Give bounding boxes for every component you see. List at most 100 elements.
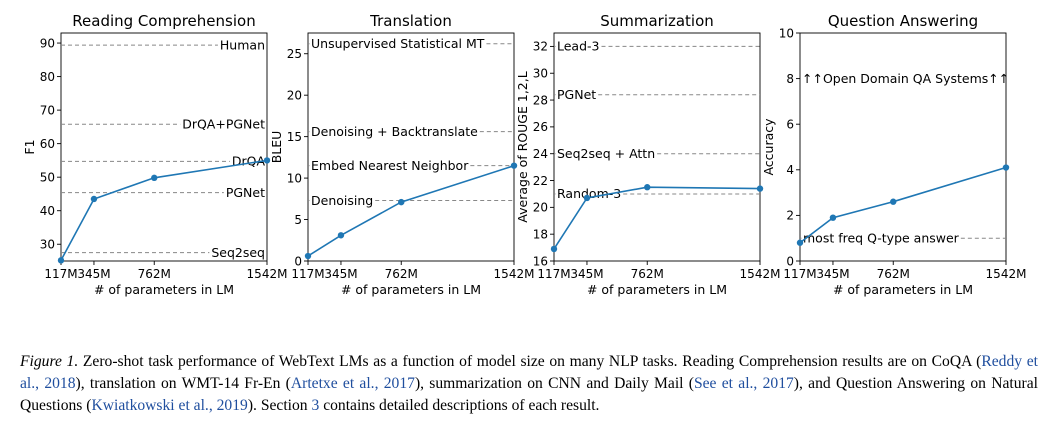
- question-answering-point-345M: [829, 214, 837, 221]
- reading-comprehension-ytick-label: 40: [40, 204, 55, 218]
- question-answering-ytick-label: 10: [779, 26, 794, 40]
- summarization-axes-frame: [553, 32, 761, 262]
- question-answering-ytick-label: 0: [786, 254, 794, 268]
- summarization-point-345M: [583, 194, 591, 202]
- reading-comprehension-series-line: [60, 159, 268, 261]
- translation-ytick-label: 0: [294, 254, 302, 268]
- reading-comprehension-xtick-label: 1542M: [247, 267, 288, 281]
- translation-axes-frame: [307, 32, 515, 262]
- translation-baseline-denoising-backtranslate-label: Denoising + Backtranslate: [311, 124, 478, 139]
- summarization-baseline-random-3-label: Random-3: [557, 186, 621, 201]
- summarization-ytick-label: 32: [533, 40, 548, 54]
- summarization-baseline-seq2seq-attn-label: Seq2seq + Attn: [557, 146, 655, 161]
- translation-baseline-embed-nearest-neighbor-label: Embed Nearest Neighbor: [311, 158, 469, 173]
- translation-xtick-label: 345M: [324, 267, 357, 281]
- summarization-ytick-label: 16: [533, 254, 548, 268]
- translation-series-line: [307, 164, 515, 257]
- citation-artetxe[interactable]: Artetxe et al., 2017: [290, 375, 415, 392]
- caption-text-2: ), translation on WMT-14 Fr-En (: [75, 375, 291, 392]
- summarization-title: Summarization: [600, 12, 714, 30]
- question-answering-ytick-label: 6: [786, 118, 794, 132]
- question-answering-axes-frame: [799, 32, 1007, 262]
- summarization-xtick-label: 117M: [537, 267, 570, 281]
- translation-point-117M: [304, 252, 312, 260]
- reading-comprehension-xtick-label: 117M: [44, 267, 77, 281]
- reading-comprehension-xlabel: # of parameters in LM: [94, 282, 234, 297]
- caption-text-5: ). Section: [247, 397, 312, 414]
- summarization-ylabel: Average of ROUGE 1,2,L: [515, 71, 530, 222]
- reading-comprehension-ytick-label: 90: [40, 36, 55, 50]
- reading-comprehension-baseline-seq2seq-label: Seq2seq: [211, 245, 265, 260]
- section-link[interactable]: 3: [311, 397, 320, 414]
- caption-text-6: contains detailed descriptions of each r…: [319, 397, 600, 414]
- question-answering-point-1542M: [1002, 164, 1010, 171]
- question-answering-baseline-most-freq-q-type-answer-label: most freq Q-type answer: [803, 231, 960, 246]
- reading-comprehension-point-117M: [57, 257, 65, 264]
- translation-point-1542M: [510, 162, 518, 169]
- summarization-point-117M: [550, 245, 558, 253]
- chart-question-answering: Question Answering 0 2 4 6 8 10 117M 345M 762M 154…: [761, 12, 1026, 297]
- summarization-xtick-label: 1542M: [740, 267, 781, 281]
- question-answering-point-762M: [890, 198, 897, 205]
- summarization-xlabel: # of parameters in LM: [587, 282, 727, 297]
- translation-point-345M: [337, 232, 345, 239]
- reading-comprehension-xtick-label: 762M: [138, 267, 171, 281]
- translation-ytick-label: 5: [294, 213, 302, 227]
- summarization-ytick-label: 26: [533, 120, 548, 134]
- question-answering-xlabel: # of parameters in LM: [833, 282, 973, 297]
- summarization-point-762M: [644, 184, 651, 191]
- translation-ytick-label: 25: [287, 47, 302, 61]
- reading-comprehension-ytick-label: 60: [40, 137, 55, 151]
- reading-comprehension-ytick-label: 70: [40, 103, 55, 117]
- summarization-baseline-lead-3-label: Lead-3: [557, 39, 600, 54]
- translation-xtick-label: 1542M: [494, 267, 535, 281]
- reading-comprehension-ytick-label: 30: [40, 238, 55, 252]
- summarization-ytick-label: 24: [533, 147, 548, 161]
- reading-comprehension-baseline-drqa-pgnet-label: DrQA+PGNet: [182, 117, 265, 132]
- question-answering-xtick-label: 345M: [816, 267, 849, 281]
- citation-kwiatkowski[interactable]: Kwiatkowski et al., 2019: [91, 397, 248, 414]
- question-answering-point-117M: [796, 239, 804, 246]
- translation-ytick-label: 15: [287, 130, 302, 144]
- reading-comprehension-xtick-label: 345M: [77, 267, 110, 281]
- question-answering-ytick-label: 2: [786, 209, 794, 223]
- translation-ytick-label: 10: [287, 171, 302, 185]
- summarization-ytick-label: 22: [533, 174, 548, 188]
- summarization-xtick-label: 345M: [570, 267, 603, 281]
- translation-ylabel: BLEU: [269, 131, 284, 164]
- reading-comprehension-axes-frame: [60, 32, 268, 262]
- figure-caption: Figure 1. Zero-shot task performance of …: [20, 351, 1038, 417]
- caption-text-1: Zero-shot task performance of WebText LM…: [78, 353, 982, 370]
- reading-comprehension-ytick-label: 50: [40, 170, 55, 184]
- summarization-ytick-label: 28: [533, 93, 548, 107]
- question-answering-xtick-label: 117M: [783, 267, 816, 281]
- chart-reading-comprehension: Reading Comprehension 30 40 50 60 70 80 90 117M 3…: [22, 12, 287, 297]
- summarization-ytick-label: 20: [533, 201, 548, 215]
- citation-reddy[interactable]: Reddy et al., 2018: [20, 353, 1038, 392]
- caption-figure-label: Figure 1.: [20, 353, 79, 370]
- summarization-series-line: [553, 186, 761, 250]
- reading-comprehension-point-1542M: [263, 157, 271, 164]
- summarization-point-1542M: [756, 185, 764, 192]
- reading-comprehension-point-345M: [90, 195, 98, 203]
- translation-point-762M: [398, 198, 405, 206]
- reading-comprehension-ytick-label: 80: [40, 70, 55, 84]
- translation-baseline-unsupervised-statistical-mt-label: Unsupervised Statistical MT: [311, 36, 485, 51]
- translation-baseline-denoising-label: Denoising: [311, 193, 373, 208]
- translation-ytick-label: 20: [287, 88, 302, 102]
- reading-comprehension-baseline-pgnet-label: PGNet: [226, 185, 265, 200]
- question-answering-ylabel: Accuracy: [761, 118, 776, 176]
- translation-xtick-label: 762M: [385, 267, 418, 281]
- summarization-baseline-pgnet-label: PGNet: [557, 87, 596, 102]
- reading-comprehension-title: Reading Comprehension: [72, 12, 255, 30]
- caption-text-4: ), and Question Answering on Natural Que…: [20, 375, 1039, 414]
- chart-summarization: Summarization 16 18 20 22 24 26 28 30 32 117M 345M 7…: [515, 12, 780, 297]
- question-answering-xtick-label: 762M: [877, 267, 910, 281]
- question-answering-xtick-label: 1542M: [986, 267, 1027, 281]
- caption-text-3: ), summarization on CNN and Daily Mail (: [414, 375, 694, 392]
- citation-see[interactable]: See et al., 2017: [693, 375, 794, 392]
- chart-translation: Translation 0 5 10 15 20 25 117M 345M 762M 1542M # …: [269, 12, 534, 297]
- summarization-ytick-label: 30: [533, 67, 548, 81]
- reading-comprehension-baseline-human-label: Human: [220, 37, 265, 52]
